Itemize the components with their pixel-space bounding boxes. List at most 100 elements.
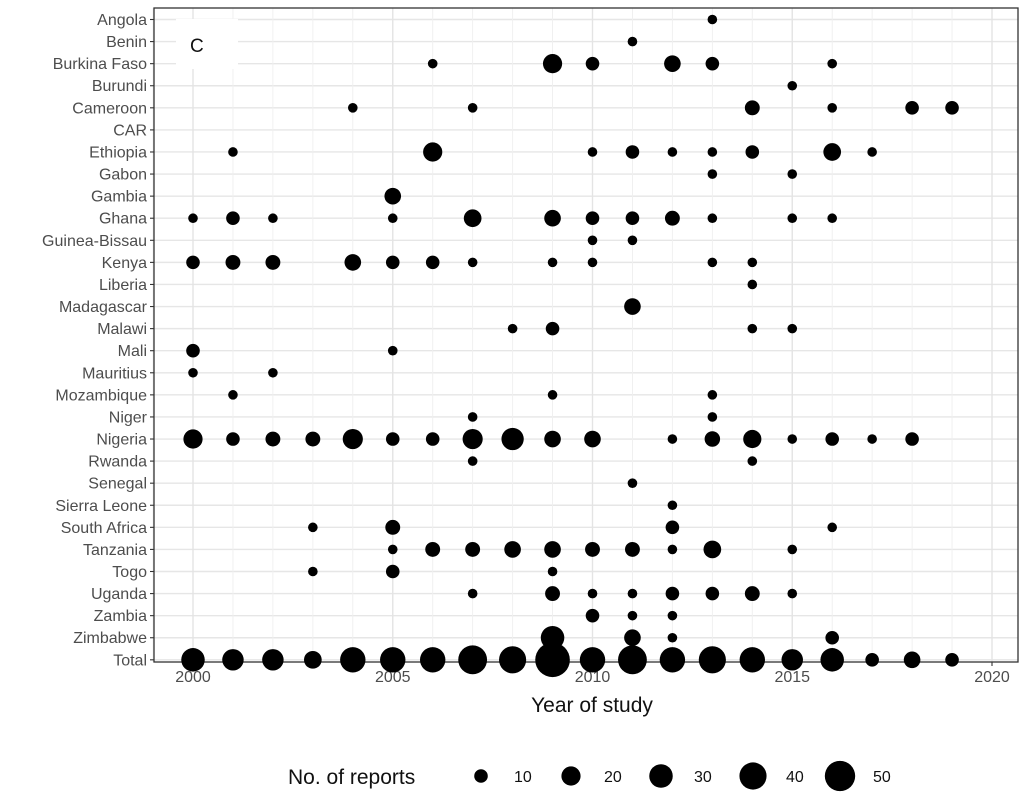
y-tick-label-south-africa: South Africa: [61, 520, 147, 537]
point-nigeria-2005: [385, 432, 400, 446]
point-tanzania-2009: [544, 541, 561, 558]
point-cameroon-2018: [905, 101, 919, 115]
y-tick-label-burundi: Burundi: [92, 78, 147, 95]
point-kenya-2010: [587, 257, 598, 268]
y-tick-label-car: CAR: [113, 122, 147, 139]
point-ethiopia-2016: [823, 143, 842, 161]
point-total-2018: [903, 651, 921, 669]
point-zambia-2011: [627, 610, 638, 621]
point-ethiopia-2014: [745, 145, 760, 159]
y-tick-label-niger: Niger: [109, 409, 148, 426]
point-total-2010: [579, 647, 606, 673]
point-kenya-2007: [467, 257, 478, 268]
point-nigeria-2001: [226, 432, 240, 446]
point-zimbabwe-2011: [624, 629, 641, 647]
point-tanzania-2008: [504, 541, 521, 558]
point-nigeria-2016: [825, 432, 839, 446]
point-total-2001: [222, 649, 244, 671]
y-tick-label-kenya: Kenya: [102, 255, 147, 272]
point-ghana-2010: [585, 211, 600, 226]
point-nigeria-2015: [787, 434, 798, 444]
point-ethiopia-2006: [423, 142, 443, 162]
legend-key-40: [739, 762, 767, 790]
point-nigeria-2012: [667, 434, 678, 444]
point-ghana-2012: [664, 210, 680, 226]
point-total-2002: [262, 649, 284, 671]
point-nigeria-2009: [544, 430, 561, 448]
point-tanzania-2010: [585, 541, 600, 557]
point-burkina-faso-2012: [664, 55, 681, 72]
y-tick-label-zimbabwe: Zimbabwe: [73, 630, 147, 647]
point-ghana-2013: [707, 213, 718, 224]
point-burundi-2015: [787, 80, 798, 91]
legend-label-30: 30: [694, 769, 712, 786]
point-tanzania-2007: [465, 541, 481, 557]
point-sierra-leone-2012: [667, 500, 678, 511]
y-tick-label-ghana: Ghana: [99, 211, 147, 228]
point-south-africa-2003: [308, 522, 318, 533]
point-uganda-2014: [744, 586, 760, 602]
y-tick-label-benin: Benin: [106, 34, 147, 51]
y-tick-label-mozambique: Mozambique: [55, 387, 147, 404]
y-tick-label-rwanda: Rwanda: [88, 454, 147, 471]
point-cameroon-2016: [827, 103, 837, 113]
legend-key-20: [561, 766, 581, 786]
point-rwanda-2007: [467, 456, 478, 466]
point-south-africa-2016: [827, 522, 837, 533]
point-kenya-2004: [344, 254, 362, 271]
point-burkina-faso-2013: [705, 56, 720, 71]
point-ghana-2000: [188, 213, 198, 224]
x-tick-label-2015: 2015: [774, 669, 810, 686]
point-mozambique-2013: [707, 390, 718, 400]
point-kenya-2000: [186, 255, 200, 270]
point-burkina-faso-2010: [585, 56, 600, 71]
y-tick-labels: Angola Benin Burkina Faso Burundi Cameroon CA…: [42, 12, 154, 669]
point-gambia-2005: [384, 187, 402, 205]
point-malawi-2015: [787, 323, 798, 334]
x-tick-label-2010: 2010: [575, 669, 611, 686]
data-points: [181, 14, 959, 678]
point-south-africa-2012: [665, 520, 680, 535]
point-burkina-faso-2006: [427, 58, 438, 69]
point-cameroon-2014: [744, 100, 760, 116]
point-nigeria-2007: [462, 428, 483, 450]
point-uganda-2012: [665, 586, 680, 601]
point-nigeria-2000: [183, 429, 203, 449]
point-mauritius-2000: [188, 367, 198, 378]
y-tick-label-gabon: Gabon: [99, 167, 147, 184]
point-tanzania-2015: [787, 544, 798, 555]
plot-panel-border: [153, 7, 1019, 663]
point-nigeria-2018: [905, 432, 919, 446]
y-tick-label-tanzania: Tanzania: [83, 542, 147, 559]
point-tanzania-2005: [387, 544, 398, 555]
panel-label: C: [190, 36, 204, 57]
legend-key-50: [824, 760, 856, 792]
point-niger-2007: [467, 412, 478, 422]
point-south-africa-2005: [385, 519, 401, 535]
point-kenya-2001: [225, 254, 241, 270]
point-senegal-2011: [627, 478, 638, 488]
point-tanzania-2006: [425, 541, 441, 557]
point-madagascar-2011: [624, 298, 641, 315]
x-axis-title: Year of study: [531, 694, 653, 717]
x-tick-labels: 2000 2005 2010 2015 2020: [175, 662, 1010, 686]
grid-lines: [152, 8, 1018, 662]
point-total-2019: [945, 653, 959, 667]
point-total-2013: [698, 646, 726, 674]
point-ethiopia-2001: [228, 147, 238, 157]
point-total-2006: [420, 647, 446, 673]
x-tick-label-2000: 2000: [175, 669, 211, 686]
point-zimbabwe-2012: [667, 632, 678, 643]
point-niger-2013: [707, 412, 718, 422]
y-tick-label-gambia: Gambia: [91, 189, 147, 206]
point-mozambique-2009: [547, 390, 558, 400]
point-mali-2000: [186, 343, 200, 358]
point-uganda-2013: [705, 586, 720, 601]
point-togo-2009: [547, 566, 558, 577]
point-ghana-2011: [625, 211, 640, 226]
point-gabon-2013: [707, 169, 718, 179]
point-gabon-2015: [787, 169, 798, 179]
point-total-2008: [499, 646, 527, 674]
point-nigeria-2010: [584, 430, 601, 448]
point-uganda-2015: [787, 588, 798, 599]
